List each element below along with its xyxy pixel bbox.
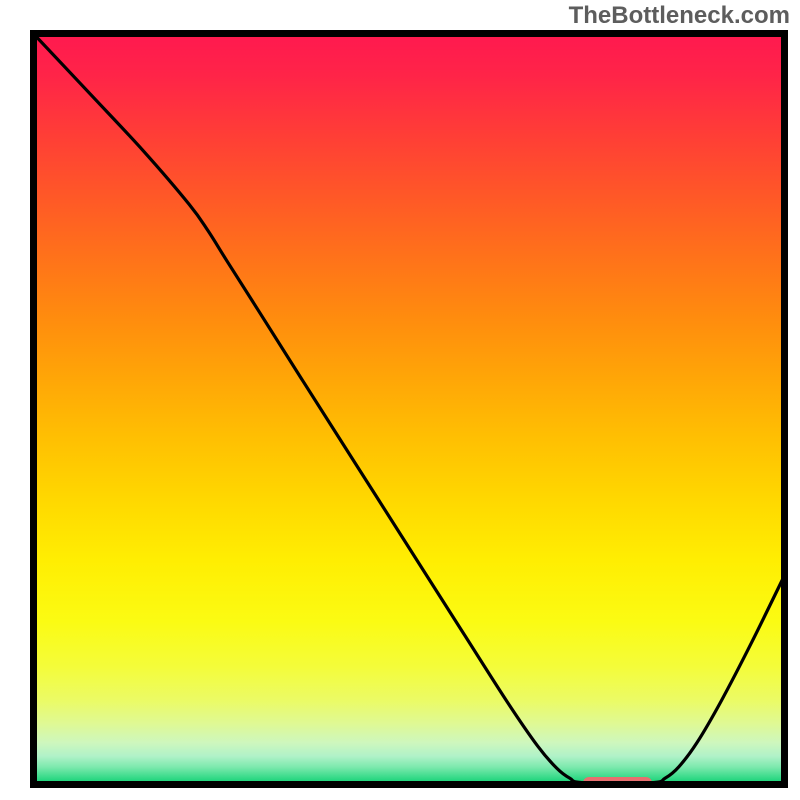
chart-container: TheBottleneck.com: [0, 0, 800, 800]
watermark-text: TheBottleneck.com: [569, 2, 790, 30]
axes-frame: [30, 30, 788, 788]
